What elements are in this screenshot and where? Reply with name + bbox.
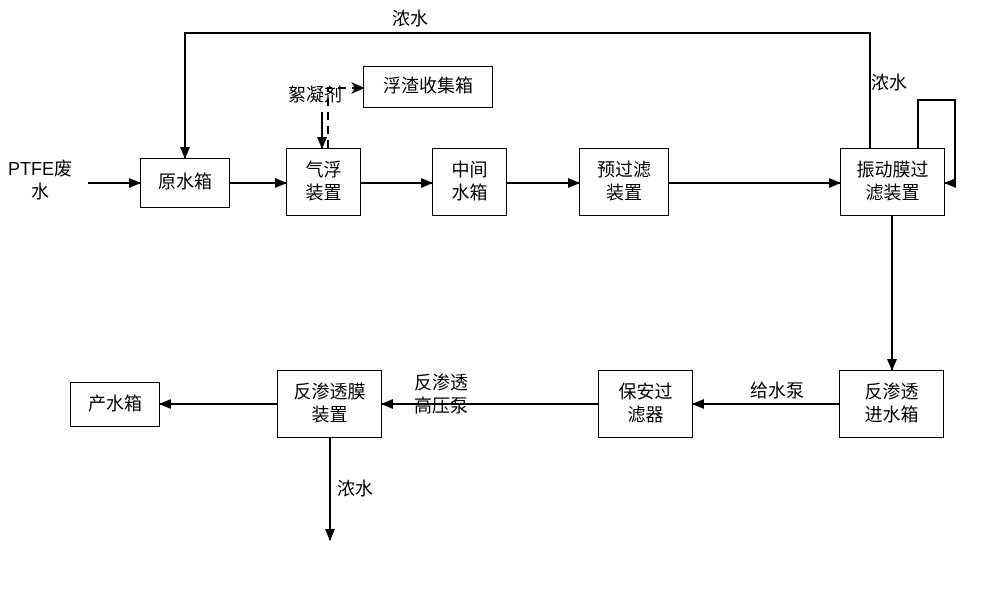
label-ro-hp-pump: 反渗透 高压泵 — [414, 372, 468, 419]
node-label: 中间 水箱 — [452, 159, 488, 206]
label-nongshui-top: 浓水 — [392, 8, 428, 31]
node-label: 反渗透 进水箱 — [865, 381, 919, 428]
node-label: 原水箱 — [158, 171, 212, 194]
node-scum-box: 浮渣收集箱 — [363, 66, 493, 108]
label-text: 反渗透 高压泵 — [414, 373, 468, 416]
label-ptfe-in: PTFE废 水 — [8, 158, 72, 205]
label-text: 浓水 — [337, 479, 373, 499]
node-sec-filter: 保安过 滤器 — [598, 370, 693, 438]
label-text: 絮凝剂 — [288, 85, 342, 105]
label-text: 给水泵 — [750, 381, 804, 401]
node-ro-device: 反渗透膜 装置 — [277, 370, 382, 438]
arrow-layer — [0, 0, 1000, 598]
node-label: 反渗透膜 装置 — [294, 381, 366, 428]
node-prefilter: 预过滤 装置 — [579, 148, 669, 216]
node-mid-tank: 中间 水箱 — [432, 148, 507, 216]
node-label: 产水箱 — [88, 393, 142, 416]
node-label: 振动膜过 滤装置 — [857, 159, 929, 206]
node-raw-tank: 原水箱 — [140, 158, 230, 208]
label-feed-pump: 给水泵 — [750, 380, 804, 403]
label-nongshui-right: 浓水 — [871, 72, 907, 95]
node-label: 预过滤 装置 — [597, 159, 651, 206]
label-nongshui-bottom: 浓水 — [337, 478, 373, 501]
node-prod-tank: 产水箱 — [70, 382, 160, 427]
node-label: 浮渣收集箱 — [383, 75, 473, 98]
node-vibro: 振动膜过 滤装置 — [840, 148, 945, 216]
node-air-float: 气浮 装置 — [286, 148, 361, 216]
label-text: PTFE废 水 — [8, 159, 72, 202]
label-text: 浓水 — [871, 73, 907, 93]
node-label: 气浮 装置 — [306, 159, 342, 206]
label-flocculant: 絮凝剂 — [288, 84, 342, 107]
label-text: 浓水 — [392, 9, 428, 29]
node-ro-intank: 反渗透 进水箱 — [839, 370, 944, 438]
node-label: 保安过 滤器 — [619, 381, 673, 428]
